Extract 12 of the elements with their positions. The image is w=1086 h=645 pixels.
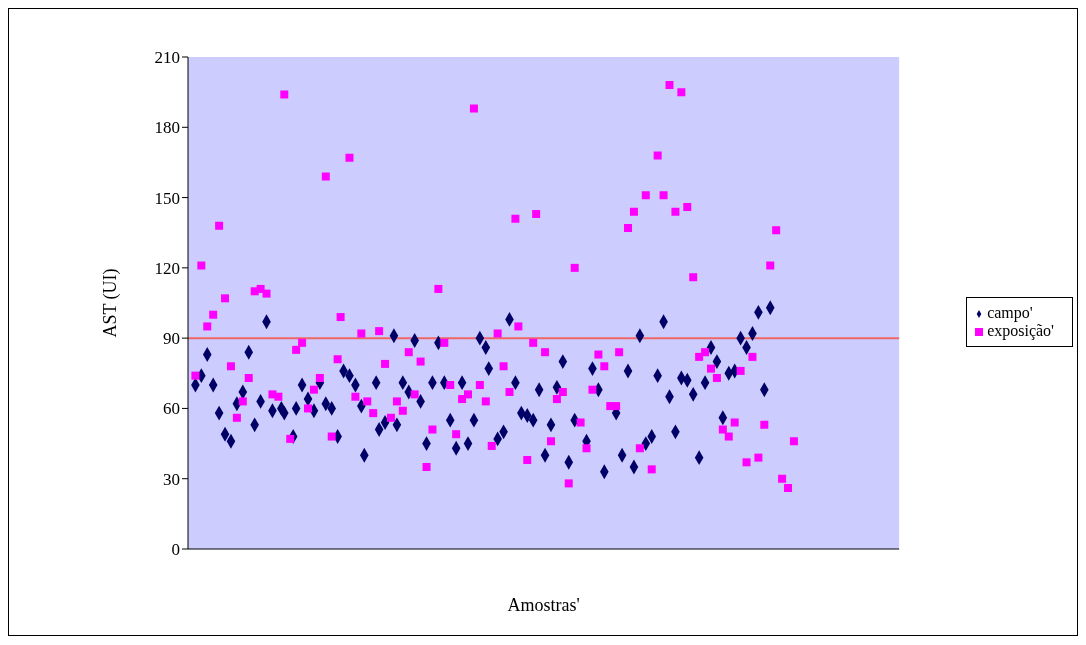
y-tick-label: 30 — [163, 469, 180, 489]
y-tick-label: 180 — [154, 118, 180, 138]
y-axis-title: AST (UI) — [100, 268, 122, 338]
y-tick-label: 90 — [163, 329, 180, 349]
y-tick-label: 60 — [163, 399, 180, 419]
legend-label: exposição' — [987, 322, 1054, 339]
x-axis-title: Amostras' — [507, 595, 580, 615]
y-tick-label: 210 — [154, 48, 180, 68]
legend-label: campo' — [987, 304, 1033, 321]
y-tick-label: 120 — [154, 258, 180, 278]
y-tick-label: 0 — [171, 540, 180, 560]
y-tick-label: 150 — [154, 188, 180, 208]
